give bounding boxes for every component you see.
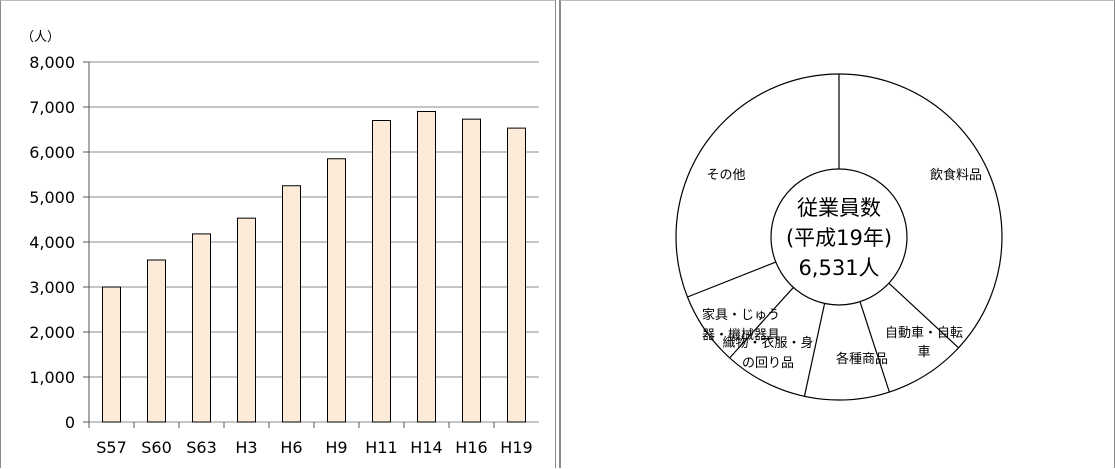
- y-tick-label: 3,000: [29, 278, 75, 297]
- y-tick-label: 1,000: [29, 368, 75, 387]
- bars: [102, 111, 526, 423]
- bar-chart-panel: （人） 8,000 7,000 6,000 5,000 4,000 3,000 2,000 1…: [0, 0, 555, 468]
- bar-H16: [462, 118, 481, 423]
- x-tick-label: H11: [365, 438, 397, 457]
- x-tick-labels: S57 S60 S63 H3 H6 H9 H11 H14 H16 H19: [96, 438, 532, 457]
- y-tick-label: 7,000: [29, 98, 75, 117]
- slice-label: 飲食料品: [930, 167, 982, 183]
- x-tick-label: H16: [455, 438, 487, 457]
- slice-label: 織物・衣服・身: [722, 335, 813, 351]
- y-tick-label: 0: [65, 413, 75, 432]
- slice-label: 器・機械器具: [702, 328, 780, 343]
- donut-slices: [675, 73, 1003, 401]
- x-tick-label: H19: [500, 438, 532, 457]
- y-tick-label: 4,000: [29, 233, 75, 252]
- center-label: 従業員数 (平成19年) 6,531人: [786, 196, 892, 280]
- y-tick-label: 6,000: [29, 143, 75, 162]
- slice-label: 各種商品: [836, 351, 888, 367]
- x-tick-label: H9: [325, 438, 347, 457]
- center-label-line-1: 従業員数: [797, 196, 881, 220]
- center-label-line-2: (平成19年): [786, 226, 892, 250]
- bar-H3: [237, 217, 256, 423]
- y-tick-label: 2,000: [29, 323, 75, 342]
- y-tick-label: 5,000: [29, 188, 75, 207]
- slice-boundary: [888, 282, 959, 349]
- bar-H6: [282, 185, 301, 423]
- bar-H9: [327, 158, 346, 423]
- bar-chart: （人） 8,000 7,000 6,000 5,000 4,000 3,000 2,000 1…: [21, 30, 539, 457]
- bar-S63: [192, 233, 211, 423]
- slice-label: 自動車・自転: [885, 326, 963, 341]
- x-tick-label: H14: [410, 438, 442, 457]
- slice-label: の回り品: [742, 356, 794, 371]
- slice-boundary: [859, 301, 890, 393]
- slice-boundary: [687, 261, 776, 298]
- slice-label: 車: [917, 345, 930, 360]
- slice-label: 家具・じゅう: [702, 307, 780, 323]
- y-tick-labels: 8,000 7,000 6,000 5,000 4,000 3,000 2,000 1,000…: [29, 53, 75, 432]
- bar-H19: [507, 127, 526, 423]
- center-label-line-3: 6,531人: [798, 256, 879, 280]
- panel-divider: [555, 0, 560, 468]
- x-tick-label: H6: [280, 438, 302, 457]
- slice-boundary: [729, 287, 794, 359]
- x-tick-label: S63: [186, 438, 217, 457]
- slice-boundary: [803, 303, 826, 397]
- x-tick-label: S60: [141, 438, 172, 457]
- slice-label: その他: [706, 168, 745, 183]
- x-tick-label: S57: [96, 438, 127, 457]
- donut-chart-panel: 飲食料品自動車・自転車 各種商品 織物・衣服・身 の回り品 家具・じゅう 器・機械器具 その…: [560, 0, 1115, 468]
- bar-S60: [147, 259, 166, 423]
- bar-S57: [102, 286, 121, 423]
- bar-H11: [372, 120, 391, 423]
- y-unit-label: （人）: [21, 30, 60, 45]
- y-tick-label: 8,000: [29, 53, 75, 72]
- bar-H14: [417, 111, 436, 423]
- x-tick-label: H3: [235, 438, 257, 457]
